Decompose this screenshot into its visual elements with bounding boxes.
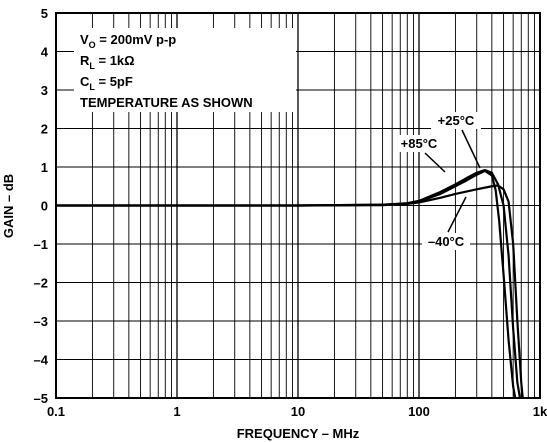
y-tick-label: –1 — [34, 237, 48, 252]
condition-temperature: TEMPERATURE AS SHOWN — [80, 95, 253, 110]
conditions-background — [74, 28, 296, 112]
curve-label-85c: +85°C — [394, 135, 444, 152]
condition-cl: CL = 5pF — [80, 74, 133, 92]
y-tick-label: 3 — [41, 83, 48, 98]
x-tick-label: 1k — [533, 404, 547, 419]
svg-text:+85°C: +85°C — [401, 136, 438, 151]
curves — [56, 168, 524, 398]
y-axis-title: GAIN – dB — [1, 174, 16, 238]
y-tick-label: –2 — [34, 276, 48, 291]
svg-text:+25°C: +25°C — [438, 113, 475, 128]
leader-25c — [461, 129, 481, 169]
y-tick-label: 2 — [41, 122, 48, 137]
x-axis-title: FREQUENCY – MHz — [237, 426, 360, 441]
y-tick-label: –4 — [34, 353, 49, 368]
curve-label-25c: +25°C — [431, 112, 481, 129]
svg-text:–40°C: –40°C — [428, 234, 465, 249]
condition-rl: RL = 1kΩ — [80, 53, 135, 71]
leader-minus40c — [447, 196, 467, 233]
y-tick-label: 0 — [41, 199, 48, 214]
condition-vo: VO = 200mV p-p — [80, 32, 176, 50]
y-tick-label: 4 — [41, 45, 49, 60]
conditions-box: VO = 200mV p-p RL = 1kΩ CL = 5pF TEMPERA… — [74, 28, 296, 112]
x-tick-label: 10 — [291, 404, 305, 419]
plot-frame — [55, 12, 541, 399]
x-tick-label: 0.1 — [47, 404, 65, 419]
leader-85c — [424, 152, 446, 173]
y-tick-label: 5 — [41, 6, 48, 21]
y-axis-ticks: 5 4 3 2 1 0 –1 –2 –3 –4 –5 — [34, 6, 49, 406]
curve-label-minus40c: –40°C — [422, 233, 470, 250]
y-tick-label: 1 — [41, 160, 48, 175]
x-tick-label: 100 — [408, 404, 430, 419]
x-tick-label: 1 — [173, 404, 180, 419]
y-tick-label: –5 — [34, 391, 48, 406]
x-axis-ticks: 0.1 1 10 100 1k — [47, 404, 547, 419]
y-tick-label: –3 — [34, 314, 48, 329]
series-line-2 — [56, 184, 524, 398]
